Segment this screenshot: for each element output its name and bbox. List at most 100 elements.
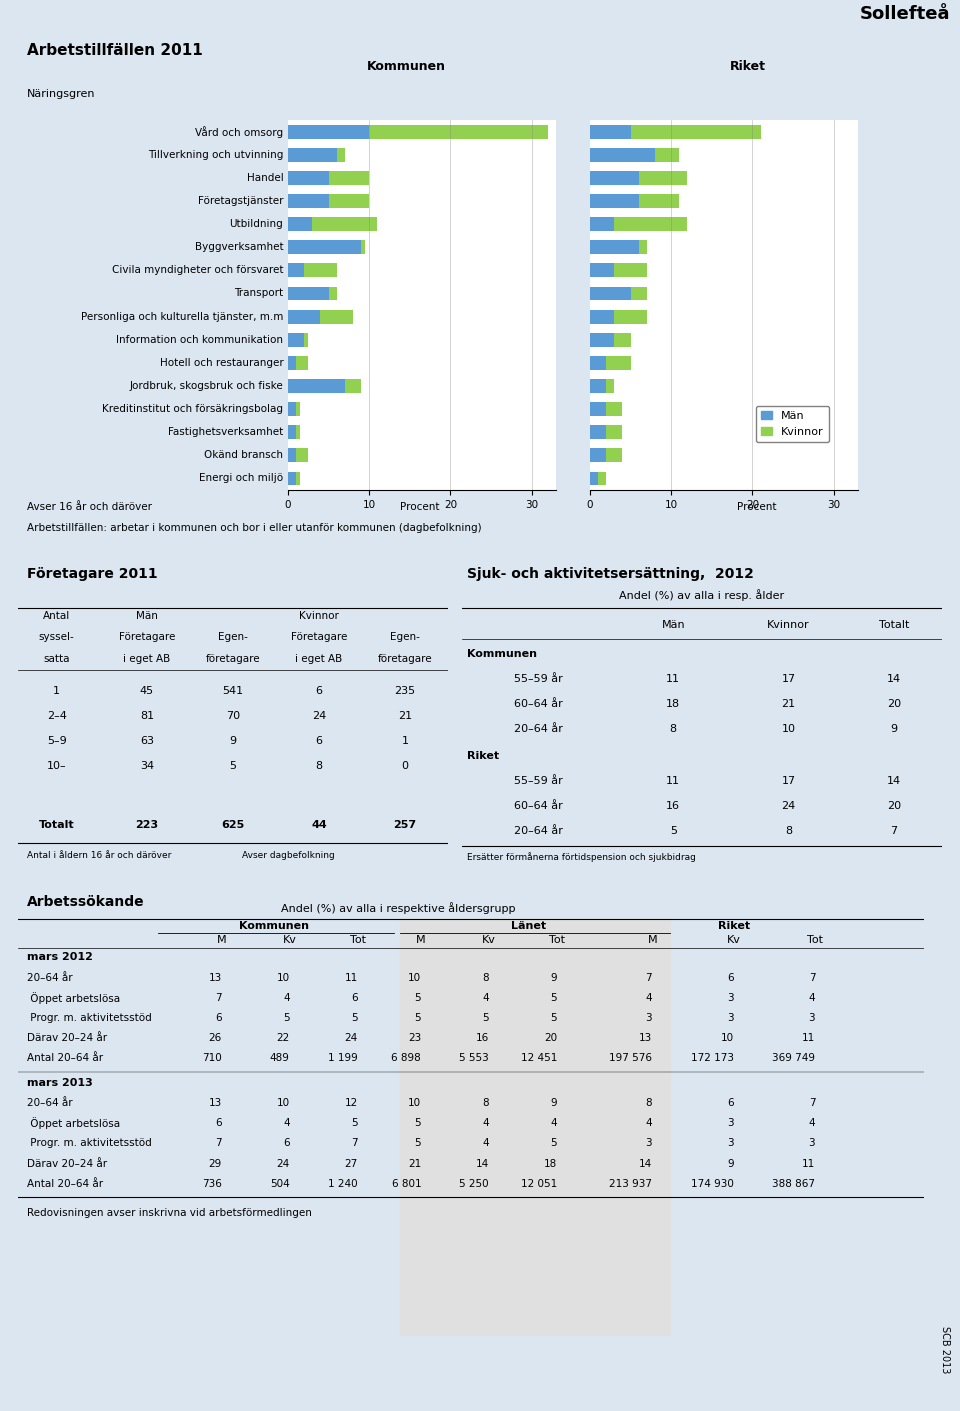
Text: 369 749: 369 749 [772, 1053, 815, 1064]
Text: 29: 29 [208, 1158, 222, 1168]
Text: 5–9: 5–9 [47, 737, 66, 746]
Bar [614, 217, 687, 231]
Text: Antal 20–64 år: Antal 20–64 år [27, 1053, 103, 1064]
Text: 12 051: 12 051 [521, 1178, 557, 1188]
Bar [288, 333, 304, 347]
Text: 5: 5 [550, 1139, 557, 1149]
Text: M: M [647, 934, 657, 944]
Text: Arbetstillfällen 2011: Arbetstillfällen 2011 [27, 44, 203, 58]
Text: Egen-: Egen- [218, 632, 248, 642]
Text: 5: 5 [229, 761, 236, 770]
Text: 174 930: 174 930 [691, 1178, 733, 1188]
Text: Kommunen: Kommunen [239, 921, 309, 931]
Text: 20–64 år: 20–64 år [27, 972, 73, 982]
Text: 172 173: 172 173 [691, 1053, 733, 1064]
Text: 9: 9 [727, 1158, 733, 1168]
Text: 4: 4 [483, 1118, 489, 1129]
Bar [638, 193, 680, 207]
Bar [288, 286, 328, 301]
Text: Tot: Tot [349, 934, 366, 944]
Text: 16: 16 [666, 801, 681, 811]
Text: Män: Män [136, 611, 158, 621]
Text: 10: 10 [408, 972, 421, 982]
Text: 20–64 år: 20–64 år [515, 724, 564, 734]
Text: 489: 489 [270, 1053, 290, 1064]
Text: 6: 6 [727, 972, 733, 982]
Text: 235: 235 [395, 686, 416, 696]
Text: 6: 6 [215, 1118, 222, 1129]
Text: 4: 4 [808, 1118, 815, 1129]
Text: Tot: Tot [549, 934, 565, 944]
Text: 1: 1 [53, 686, 60, 696]
Text: Handel: Handel [247, 172, 283, 183]
Text: 8: 8 [785, 825, 792, 835]
Text: 3: 3 [727, 1139, 733, 1149]
Text: Företagare: Företagare [119, 632, 175, 642]
Bar [607, 356, 631, 370]
Text: Energi och miljö: Energi och miljö [199, 474, 283, 484]
Bar [607, 425, 622, 439]
Text: 11: 11 [802, 1158, 815, 1168]
Text: 24: 24 [276, 1158, 290, 1168]
Text: Okänd bransch: Okänd bransch [204, 450, 283, 460]
Text: 10–: 10– [47, 761, 66, 770]
Legend: Män, Kvinnor: Män, Kvinnor [756, 405, 829, 442]
Text: 0: 0 [401, 761, 409, 770]
Text: Arbetstillfällen: arbetar i kommunen och bor i eller utanför kommunen (dagbefolk: Arbetstillfällen: arbetar i kommunen och… [27, 523, 482, 533]
Bar [288, 449, 296, 463]
Text: 8: 8 [645, 1098, 652, 1108]
Bar [296, 471, 300, 485]
Bar [288, 425, 296, 439]
Text: Företagare 2011: Företagare 2011 [27, 567, 157, 581]
Text: Näringsgren: Näringsgren [27, 89, 96, 99]
Bar [296, 356, 308, 370]
Bar [361, 240, 365, 254]
Text: 60–64 år: 60–64 år [515, 801, 564, 811]
Text: Antal: Antal [43, 611, 70, 621]
Text: Andel (%) av alla i resp. ålder: Andel (%) av alla i resp. ålder [619, 590, 784, 601]
Text: 5: 5 [670, 825, 677, 835]
Text: Kv: Kv [482, 934, 496, 944]
Bar [288, 171, 328, 185]
Text: 736: 736 [202, 1178, 222, 1188]
Text: Andel (%) av alla i respektive åldersgrupp: Andel (%) av alla i respektive åldersgru… [281, 902, 516, 914]
Text: 7: 7 [645, 972, 652, 982]
Text: 7: 7 [215, 993, 222, 1003]
Text: Information och kommunikation: Information och kommunikation [116, 334, 283, 344]
Text: 6: 6 [316, 737, 323, 746]
Text: 5: 5 [550, 1013, 557, 1023]
Text: Arbetssökande: Arbetssökande [27, 895, 145, 909]
Text: satta: satta [43, 655, 70, 665]
Text: Progr. m. aktivitetsstöd: Progr. m. aktivitetsstöd [27, 1013, 152, 1023]
Text: 13: 13 [208, 1098, 222, 1108]
Text: 55–59 år: 55–59 år [515, 776, 564, 786]
Bar [345, 380, 361, 392]
Bar [288, 148, 337, 162]
Bar [590, 425, 607, 439]
Text: 6 801: 6 801 [392, 1178, 421, 1188]
Text: 3: 3 [645, 1013, 652, 1023]
Text: 7: 7 [891, 825, 898, 835]
Text: 20: 20 [887, 801, 901, 811]
Text: Tot: Tot [807, 934, 824, 944]
Text: Riket: Riket [467, 752, 499, 762]
Text: 24: 24 [781, 801, 796, 811]
Bar [288, 471, 296, 485]
Text: Tillverkning och utvinning: Tillverkning och utvinning [148, 150, 283, 159]
Text: 3: 3 [727, 993, 733, 1003]
Text: 10: 10 [721, 1033, 733, 1043]
Text: Kommunen: Kommunen [367, 59, 445, 73]
Text: 3: 3 [645, 1139, 652, 1149]
Text: Kv: Kv [283, 934, 297, 944]
Text: 14: 14 [887, 776, 901, 786]
Text: i eget AB: i eget AB [296, 655, 343, 665]
Text: 70: 70 [226, 711, 240, 721]
Bar [655, 148, 680, 162]
Text: Egen-: Egen- [390, 632, 420, 642]
Text: 4: 4 [645, 1118, 652, 1129]
Bar [631, 286, 647, 301]
Text: 12 451: 12 451 [520, 1053, 557, 1064]
Text: Länet: Länet [511, 921, 545, 931]
Text: 21: 21 [408, 1158, 421, 1168]
Text: 1 199: 1 199 [328, 1053, 358, 1064]
